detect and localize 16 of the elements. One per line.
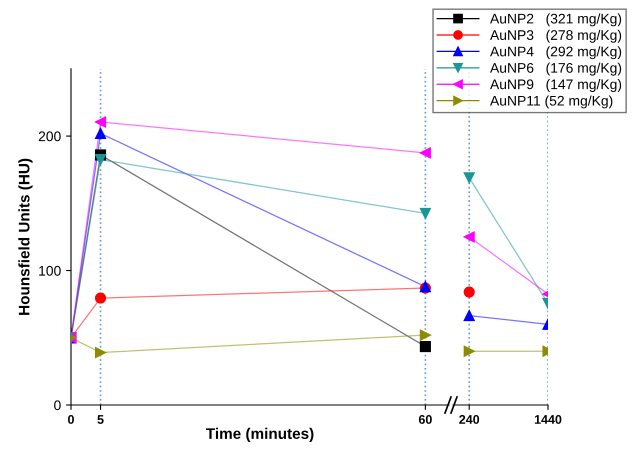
y-axis-title: Hounsfield Units (HU) bbox=[18, 158, 33, 315]
legend-label: AuNP3 (278 mg/Kg) bbox=[490, 30, 622, 43]
x-tick-label: 240 bbox=[459, 415, 480, 424]
y-tick-label: 0 bbox=[54, 400, 61, 410]
x-tick-label: 0 bbox=[68, 415, 74, 424]
legend-label: AuNP9 (147 mg/Kg) bbox=[490, 79, 622, 92]
legend-label: AuNP6 (176 mg/Kg) bbox=[490, 62, 622, 76]
x-tick-label: 60 bbox=[418, 415, 432, 424]
x-tick-label: 1440 bbox=[534, 415, 562, 424]
y-tick-label: 200 bbox=[38, 131, 61, 142]
y-tick-label: 100 bbox=[39, 266, 61, 276]
legend-label: AuNP11 (52 mg/Kg) bbox=[490, 95, 612, 108]
legend-label: AuNP4 (292 mg/Kg) bbox=[490, 46, 622, 60]
legend-label: AuNP2 (321 mg/Kg) bbox=[490, 13, 622, 26]
x-axis-title: Time (minutes) bbox=[206, 428, 314, 442]
x-tick-label: 5 bbox=[97, 415, 104, 424]
